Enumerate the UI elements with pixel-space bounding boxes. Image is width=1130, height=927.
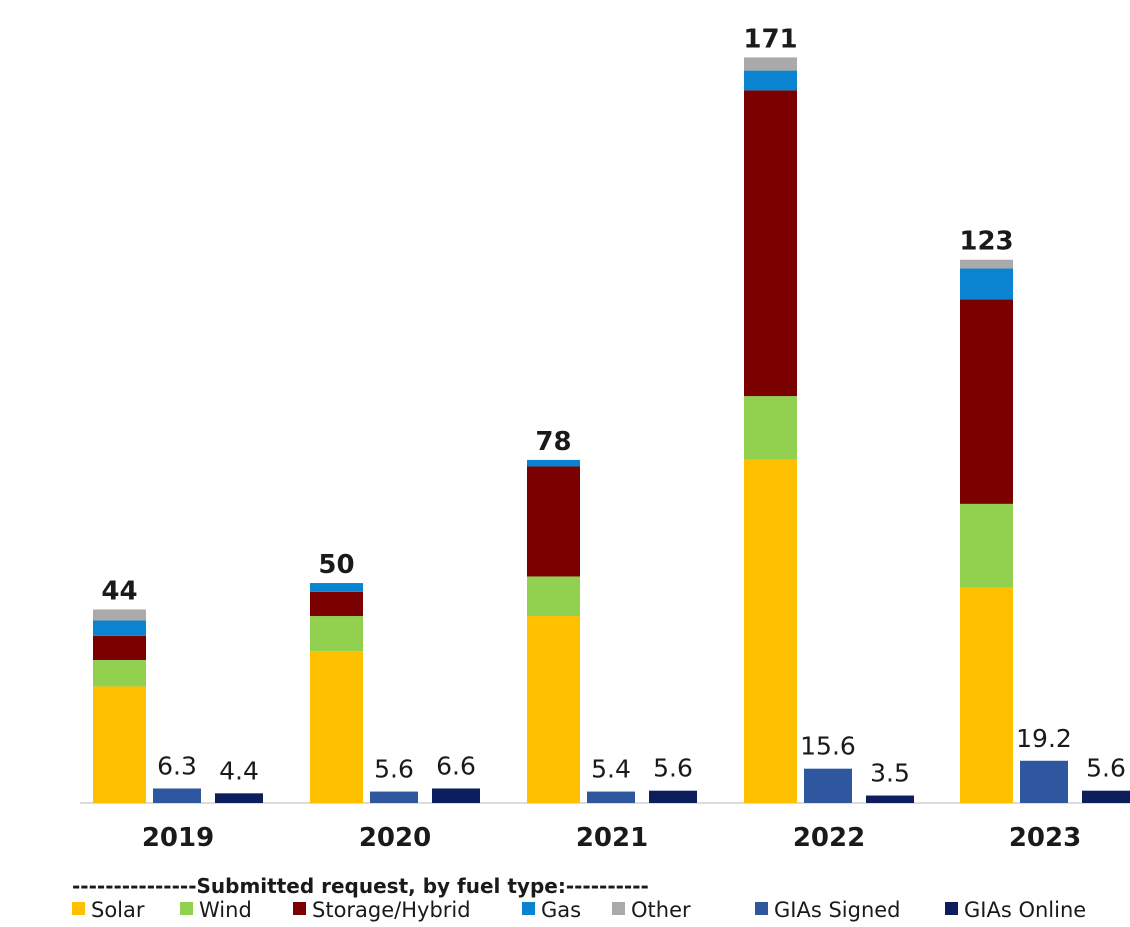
total-label-2022: 171 — [743, 24, 797, 54]
stack-segment-solar-2023 — [960, 587, 1013, 803]
stack-segment-storage-hybrid-2021 — [527, 466, 580, 577]
total-label-2021: 78 — [535, 427, 571, 457]
stack-segment-gas-2023 — [960, 268, 1013, 300]
x-tick-label-2021: 2021 — [576, 823, 648, 853]
legend-swatch-gas — [522, 902, 535, 915]
stack-segment-storage-hybrid-2020 — [310, 591, 363, 617]
stack-segment-wind-2022 — [744, 396, 797, 460]
stack-segment-solar-2020 — [310, 651, 363, 803]
legend-swatch-gias-signed — [755, 902, 768, 915]
stack-segment-solar-2019 — [93, 686, 146, 803]
stack-segment-gas-2022 — [744, 70, 797, 91]
stack-segment-storage-hybrid-2022 — [744, 90, 797, 397]
legend-label-gias-signed: GIAs Signed — [774, 898, 901, 922]
bars-group — [93, 57, 1130, 803]
stack-segment-solar-2021 — [527, 616, 580, 803]
stack-segment-other-2023 — [960, 259, 1013, 269]
stack-segment-storage-hybrid-2019 — [93, 635, 146, 661]
stack-segment-gas-2021 — [527, 459, 580, 467]
bar-gias-online-2020 — [432, 788, 480, 803]
bar-gias-signed-2023 — [1020, 760, 1068, 803]
bar-gias-online-2019 — [215, 793, 263, 803]
stack-segment-wind-2023 — [960, 503, 1013, 588]
value-label-gias-signed-2019: 6.3 — [157, 751, 197, 780]
value-label-gias-online-2020: 6.6 — [436, 751, 476, 780]
total-label-2020: 50 — [318, 550, 354, 580]
bar-gias-online-2021 — [649, 790, 697, 803]
stack-segment-solar-2022 — [744, 459, 797, 803]
bar-gias-signed-2021 — [587, 791, 635, 803]
legend-swatch-gias-online — [945, 902, 958, 915]
legend-swatch-other — [612, 902, 625, 915]
legend-label-other: Other — [631, 898, 691, 922]
stack-segment-gas-2020 — [310, 583, 363, 592]
legend-label-solar: Solar — [91, 898, 145, 922]
legend-swatch-solar — [72, 902, 85, 915]
value-label-gias-signed-2020: 5.6 — [374, 755, 414, 784]
stack-segment-wind-2020 — [310, 616, 363, 652]
value-label-gias-online-2023: 5.6 — [1086, 754, 1126, 783]
bar-gias-signed-2022 — [804, 768, 852, 803]
value-label-gias-signed-2022: 15.6 — [800, 732, 856, 761]
total-label-2023: 123 — [959, 227, 1013, 257]
bar-gias-signed-2020 — [370, 791, 418, 803]
stack-segment-wind-2021 — [527, 576, 580, 617]
x-tick-label-2020: 2020 — [359, 823, 431, 853]
legend: Solar Wind Storage/Hybrid Gas Other GIAs Sign… — [72, 898, 1086, 922]
legend-label-gas: Gas — [541, 898, 581, 922]
stack-segment-other-2019 — [93, 609, 146, 621]
legend-swatch-wind — [180, 902, 193, 915]
value-label-gias-signed-2023: 19.2 — [1016, 724, 1072, 753]
legend-swatch-storage-hybrid — [293, 902, 306, 915]
value-label-gias-online-2019: 4.4 — [219, 756, 259, 785]
bar-gias-online-2023 — [1082, 790, 1130, 803]
x-tick-label-2023: 2023 — [1009, 823, 1081, 853]
stack-segment-gas-2019 — [93, 620, 146, 636]
value-label-gias-online-2022: 3.5 — [870, 759, 910, 788]
total-label-2019: 44 — [101, 576, 137, 606]
x-tick-label-2019: 2019 — [142, 823, 214, 853]
bar-gias-signed-2019 — [153, 788, 201, 803]
labels-group: 44 6.3 4.4 2019 50 5.6 6.6 2020 78 5.4 5.6 2021 171 1… — [101, 24, 1125, 853]
stack-segment-other-2022 — [744, 57, 797, 71]
legend-caption: ---------------Submitted request, by fue… — [72, 874, 649, 898]
value-label-gias-online-2021: 5.6 — [653, 754, 693, 783]
legend-label-wind: Wind — [199, 898, 252, 922]
stack-segment-storage-hybrid-2023 — [960, 299, 1013, 504]
x-tick-label-2022: 2022 — [793, 823, 865, 853]
legend-label-gias-online: GIAs Online — [964, 898, 1086, 922]
stack-segment-wind-2019 — [93, 660, 146, 687]
bar-gias-online-2022 — [866, 795, 914, 803]
legend-label-storage-hybrid: Storage/Hybrid — [312, 898, 471, 922]
value-label-gias-signed-2021: 5.4 — [591, 755, 631, 784]
